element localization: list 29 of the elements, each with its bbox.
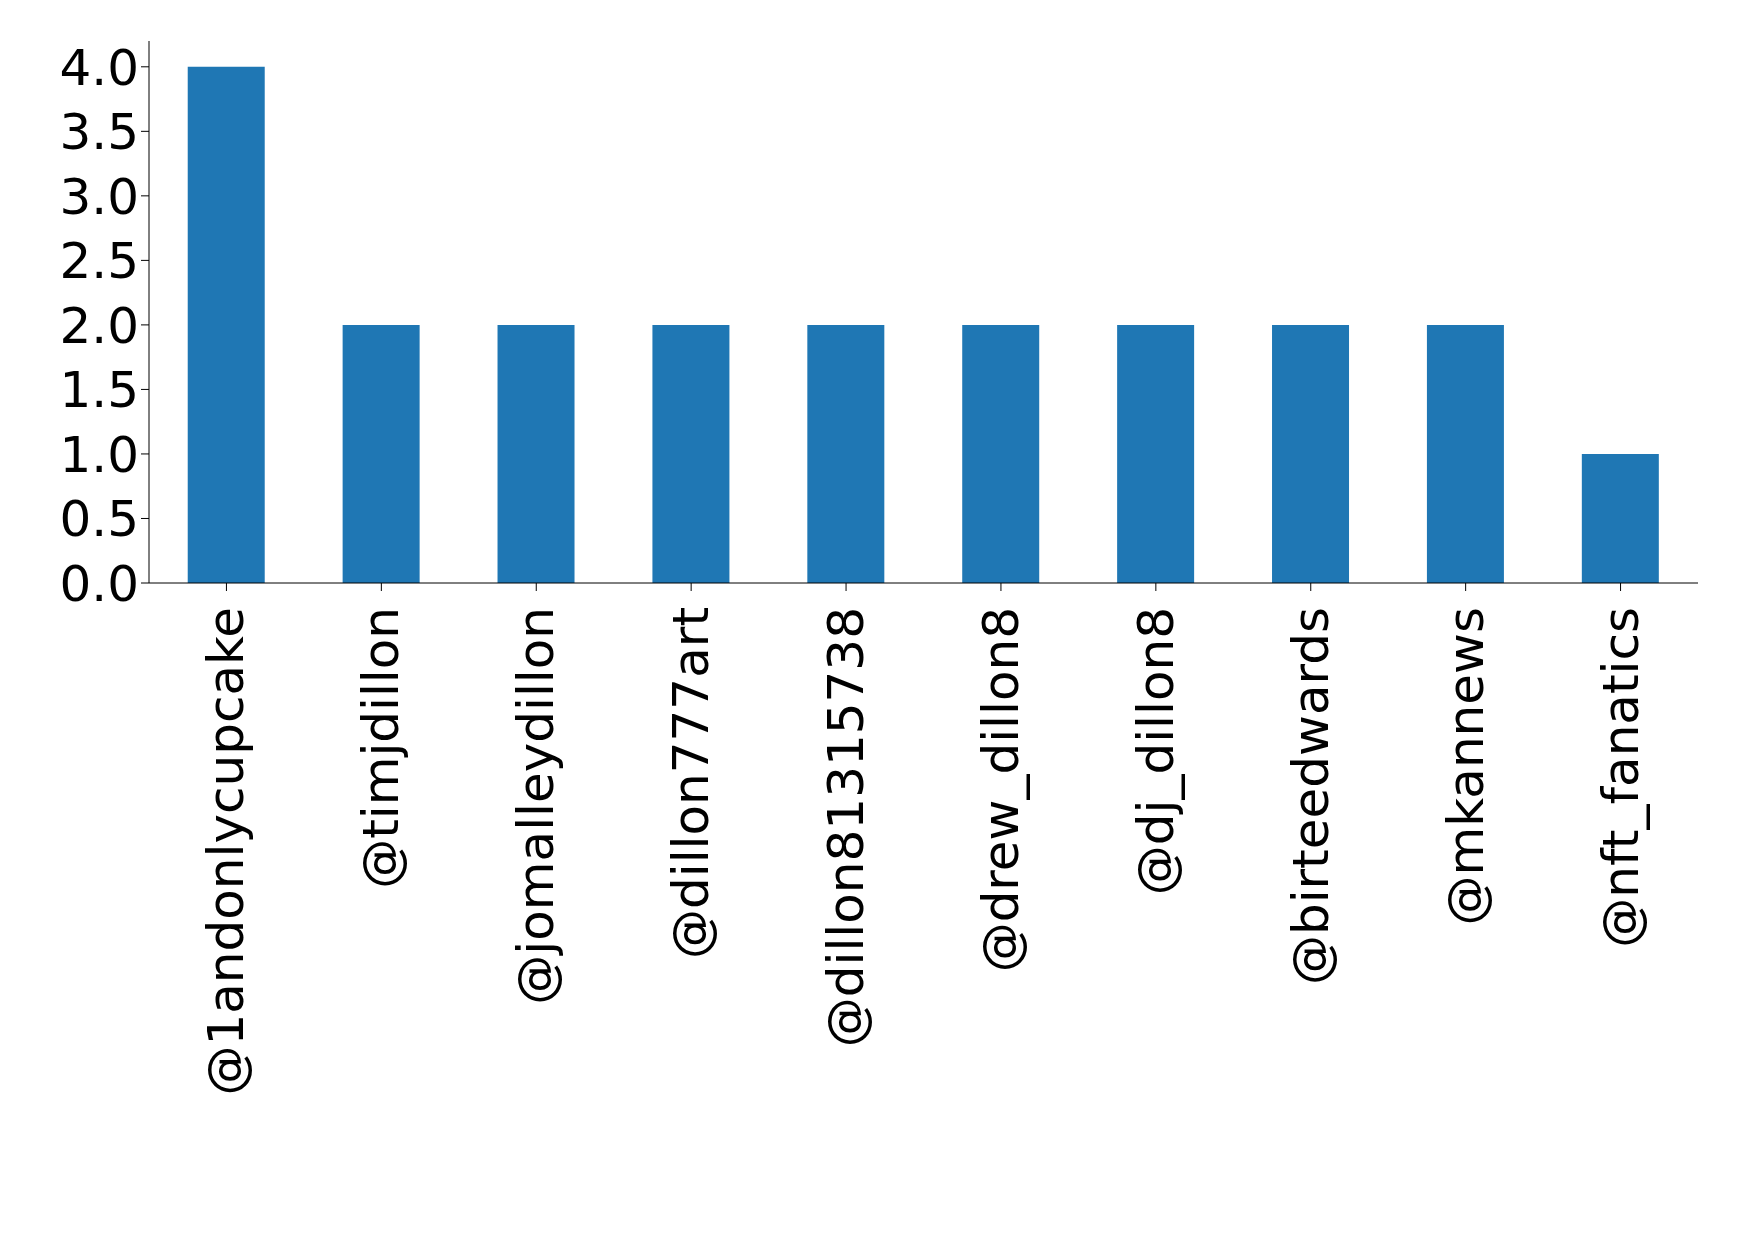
y-tick-label: 0.0 <box>59 554 139 613</box>
bar <box>962 324 1040 583</box>
x-tick-label: @birteedwards <box>1281 607 1340 986</box>
bar <box>652 324 730 583</box>
y-tick-label: 2.5 <box>59 232 139 291</box>
bar <box>342 324 420 583</box>
x-tick-label: @1andonlycupcake <box>197 607 256 1096</box>
bar <box>1117 324 1195 583</box>
x-tick-label: @drew_dillon8 <box>971 607 1030 973</box>
y-tick-label: 3.5 <box>59 103 139 162</box>
y-tick-label: 1.5 <box>59 361 139 420</box>
bar <box>1426 324 1504 583</box>
x-tick-label: @timjdillon <box>352 607 411 889</box>
x-tick-label: @nft_fanatics <box>1591 607 1650 948</box>
bar <box>187 66 265 583</box>
y-tick-label: 3.0 <box>59 167 139 226</box>
bar <box>807 324 885 583</box>
x-tick-label: @dillon777art <box>662 607 721 959</box>
y-tick-label: 0.5 <box>59 490 139 549</box>
bar <box>497 324 575 583</box>
x-tick-label: @mkannews <box>1436 607 1495 926</box>
x-tick-label: @dj_dillon8 <box>1126 607 1185 896</box>
bar <box>1581 453 1659 583</box>
bar <box>1272 324 1350 583</box>
x-tick-label: @dillon81315738 <box>817 607 876 1048</box>
y-tick-label: 4.0 <box>59 38 139 97</box>
x-tick-label: @jomalleydillon <box>507 607 566 1005</box>
y-tick-label: 2.0 <box>59 296 139 355</box>
y-tick-label: 1.0 <box>59 425 139 484</box>
